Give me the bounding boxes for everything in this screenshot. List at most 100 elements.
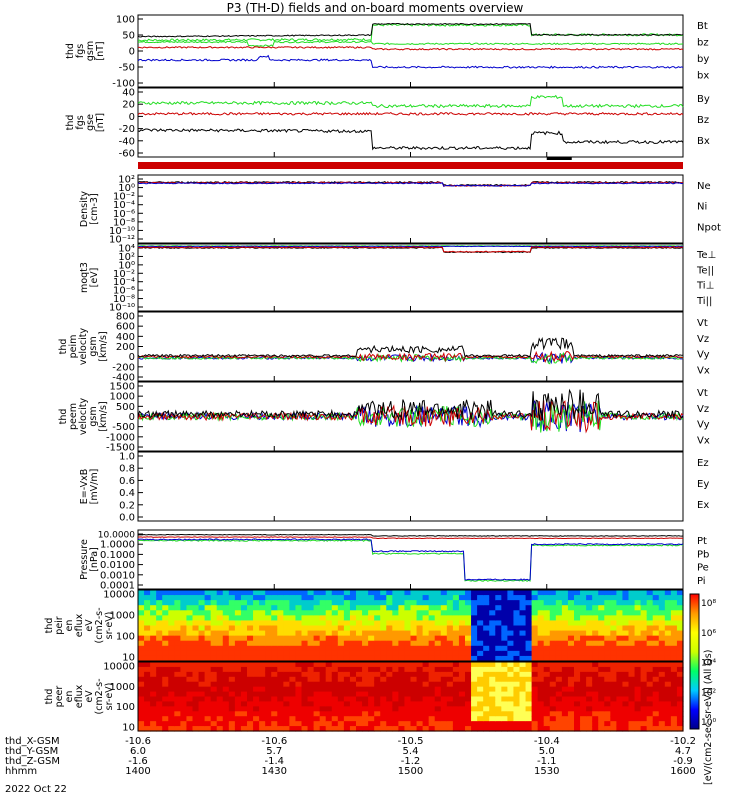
spectrogram-cell	[301, 706, 309, 712]
spectrogram-cell	[477, 595, 484, 601]
spectrogram-cell	[150, 635, 157, 642]
spectrogram-cell	[325, 595, 333, 601]
spectrogram-cell	[434, 655, 442, 662]
spectrogram-cell	[440, 630, 448, 637]
spectrogram-cell	[277, 625, 284, 632]
spectrogram-cell	[458, 590, 466, 596]
spectrogram-cell	[452, 696, 460, 703]
spectrogram-cell	[525, 590, 533, 596]
spectrogram-cell	[349, 696, 357, 703]
spectrogram-cell	[658, 662, 666, 668]
spectrogram-cell	[574, 640, 581, 647]
spectrogram-cell	[289, 696, 297, 703]
spectrogram-cell	[610, 671, 617, 678]
spectrogram-cell	[465, 640, 472, 647]
spectrogram-cell	[477, 711, 484, 717]
spectrogram-cell	[374, 691, 381, 698]
spectrogram-cell	[277, 706, 284, 712]
spectrogram-cell	[331, 662, 339, 668]
spectrogram-cell	[398, 615, 406, 622]
spectrogram-cell	[271, 655, 278, 662]
spectrogram-cell	[549, 655, 557, 662]
spectrogram-cell	[349, 721, 357, 727]
spectrogram-cell	[150, 671, 157, 678]
spectrogram-cell	[604, 645, 611, 652]
spectrogram-cell	[386, 706, 393, 712]
spectrogram-cell	[592, 716, 599, 722]
spectrogram-cell	[586, 645, 593, 652]
spectrogram-cell	[325, 655, 333, 662]
spectrogram-cell	[519, 696, 527, 703]
spectrogram-cell	[580, 711, 587, 717]
spectrogram-cell	[434, 620, 442, 627]
spectrogram-cell	[307, 721, 315, 727]
spectrogram-cell	[156, 716, 163, 722]
spectrogram-cell	[670, 662, 678, 668]
spectrogram-cell	[313, 630, 321, 637]
spectrogram-cell	[343, 662, 351, 668]
spectrogram-cell	[610, 721, 617, 727]
spectrogram-cell	[507, 726, 515, 732]
spectrogram-cell	[434, 711, 442, 717]
spectrogram-cell	[440, 711, 448, 717]
spectrogram-cell	[652, 721, 660, 727]
spectrogram-cell	[531, 625, 539, 632]
spectrogram-cell	[374, 706, 381, 712]
spectrogram-cell	[204, 726, 212, 732]
spectrogram-cell	[198, 691, 206, 698]
spectrogram-cell	[138, 650, 145, 657]
spectrogram-cell	[622, 701, 630, 707]
spectrogram-cell	[434, 691, 442, 698]
spectrogram-cell	[392, 696, 399, 703]
spectrogram-cell	[349, 671, 357, 678]
spectrogram-cell	[477, 625, 484, 632]
spectrogram-cell	[592, 706, 599, 712]
spectrogram-cell	[380, 716, 387, 722]
spectrogram-cell	[676, 590, 684, 596]
spectrogram-cell	[325, 605, 333, 611]
spectrogram-cell	[204, 655, 212, 662]
spectrogram-cell	[422, 666, 430, 673]
spectrogram-cell	[458, 615, 466, 622]
spectrogram-cell	[428, 706, 436, 712]
spectrogram-cell	[192, 721, 200, 727]
spectrogram-cell	[289, 726, 297, 732]
spectrogram-cell	[664, 706, 672, 712]
spectrogram-cell	[240, 671, 248, 678]
spectrogram-cell	[440, 681, 448, 688]
spectrogram-cell	[222, 610, 230, 616]
spectrogram-cell	[398, 635, 406, 642]
spectrogram-cell	[549, 635, 557, 642]
ephem-value: -10.6	[125, 736, 151, 747]
spectrogram-cell	[537, 726, 545, 732]
spectrogram-cell	[234, 625, 242, 632]
spectrogram-cell	[495, 686, 502, 693]
spectrogram-cell	[670, 681, 678, 688]
ephem-value: -1.1	[537, 756, 557, 767]
spectrogram-cell	[549, 620, 557, 627]
spectrogram-cell	[549, 726, 557, 732]
spectrogram-cell	[471, 671, 478, 678]
spectrogram-cell	[610, 711, 617, 717]
spectrogram-cell	[610, 630, 617, 637]
spectrogram-cell	[144, 676, 151, 683]
spectrogram-cell	[658, 615, 666, 622]
spectrogram-cell	[513, 635, 521, 642]
spectrogram-cell	[216, 676, 224, 683]
spectrogram-cell	[162, 726, 169, 732]
spectrogram-cell	[670, 721, 678, 727]
spectrogram-cell	[265, 686, 272, 693]
panel-frame-p2	[137, 87, 684, 158]
spectrogram-cell	[580, 615, 587, 622]
spectrogram-cell	[567, 600, 575, 606]
spectrogram-cell	[628, 721, 636, 727]
spectrogram-cell	[398, 640, 406, 647]
spectrogram-cell	[234, 595, 242, 601]
spectrogram-cell	[501, 655, 508, 662]
spectrogram-cell	[452, 726, 460, 732]
spectrogram-cell	[204, 645, 212, 652]
spectrogram-cell	[452, 706, 460, 712]
spectrogram-cell	[150, 645, 157, 652]
spectrogram-cell	[156, 600, 163, 606]
spectrogram-cell	[156, 676, 163, 683]
